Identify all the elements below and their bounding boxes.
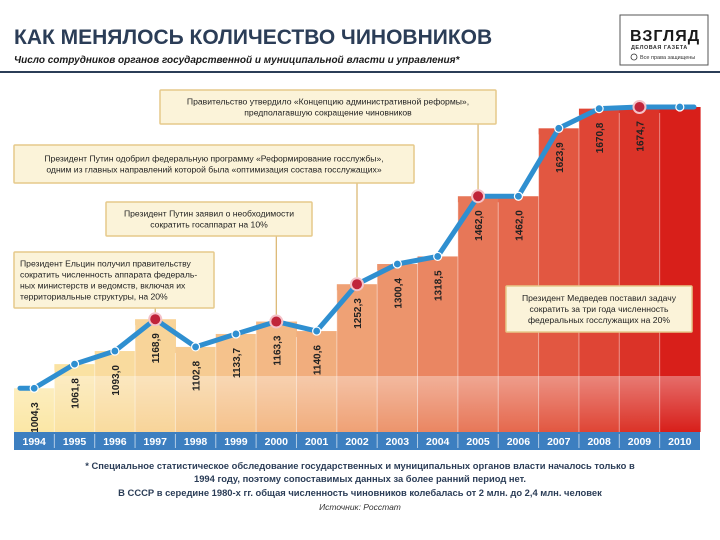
year-label-1996: 1996 — [103, 436, 127, 448]
annotation-putin-program: Президент Путин одобрил федеральную прог… — [13, 144, 415, 278]
year-label-2009: 2009 — [628, 436, 652, 448]
logo: ВЗГЛЯД ДЕЛОВАЯ ГАЗЕТА Все права защищены — [619, 14, 709, 66]
logo-frame — [619, 14, 709, 66]
point-1996 — [110, 346, 120, 356]
annotation-line: одним из главных направлений которой был… — [46, 165, 382, 175]
logo-tagline: Все права защищены — [640, 55, 695, 61]
value-label-2004: 1318,5 — [434, 270, 445, 301]
footnote: * Специальное статистическое обследовани… — [85, 460, 635, 512]
logo-name: ВЗГЛЯД — [630, 28, 700, 45]
year-label-2010: 2010 — [668, 436, 692, 448]
chart-subtitle: Число сотрудников органов государственно… — [14, 55, 461, 66]
year-label-1994: 1994 — [22, 436, 46, 448]
footnote-line-2: 1994 году, поэтому сопоставимых данных з… — [194, 473, 526, 484]
annotation-box — [13, 144, 415, 184]
trend-line — [17, 100, 697, 393]
year-label-1998: 1998 — [184, 436, 208, 448]
event-marker-2002 — [350, 277, 364, 292]
value-label-1996: 1093,0 — [111, 365, 122, 396]
year-label-2003: 2003 — [386, 436, 410, 448]
annotation-line: Президент Медведев поставил задачу — [522, 293, 677, 303]
year-label-2008: 2008 — [587, 436, 611, 448]
value-label-2003: 1300,4 — [393, 278, 404, 309]
point-2001 — [312, 326, 322, 336]
annotation-medvedev: Президент Медведев поставил задачусократ… — [505, 285, 693, 333]
annotation-line: ных министерств и ведомств, включая их — [20, 281, 186, 291]
event-marker-2009 — [632, 100, 647, 115]
point-2007 — [554, 123, 564, 133]
annotation-line: сократить численность аппарата федераль- — [20, 270, 197, 280]
annotation-line: сократить за три года численность — [530, 304, 669, 314]
annotation-box — [105, 201, 313, 237]
annotations: Правительство утвердило «Концепцию админ… — [13, 89, 693, 333]
value-labels: 1004,3 1061,8 1093,0 1168,9 1102,8 1133,7 1163… — [30, 121, 646, 433]
annotation-line: Правительство утвердило «Концепцию админ… — [187, 97, 469, 107]
annotation-gov: Правительство утвердило «Концепцию админ… — [159, 89, 497, 190]
annotation-line: сократить госаппарат на 10% — [150, 220, 268, 230]
value-label-2008: 1670,8 — [595, 122, 606, 153]
value-label-1994: 1004,3 — [30, 402, 41, 433]
point-2004 — [433, 251, 443, 262]
value-label-2005: 1462,0 — [474, 210, 485, 241]
annotation-line: Президент Путин заявил о необходимости — [124, 209, 294, 219]
chart-title: КАК МЕНЯЛОСЬ КОЛИЧЕСТВО ЧИНОВНИКОВ — [14, 26, 492, 49]
footnote-line-1: * Специальное статистическое обследовани… — [85, 460, 635, 471]
annotation-line: Президент Ельцин получил правительству — [20, 259, 191, 269]
event-marker-2000 — [269, 314, 284, 329]
value-label-2009: 1674,7 — [635, 121, 646, 152]
annotation-line: Президент Путин одобрил федеральную прог… — [44, 154, 383, 164]
point-2010 — [675, 102, 685, 112]
logo-subtitle: ДЕЛОВАЯ ГАЗЕТА — [631, 45, 688, 51]
annotation-line: предполагавшую сокращение чиновников — [244, 108, 412, 118]
annotation-putin-ten: Президент Путин заявил о необходимостисо… — [105, 201, 313, 315]
year-label-2007: 2007 — [547, 436, 571, 448]
value-label-2007: 1623,9 — [555, 142, 566, 173]
annotation-yeltsin: Президент Ельцин получил правительствусо… — [13, 251, 215, 313]
value-label-1997: 1168,9 — [151, 333, 162, 363]
annotation-line: федеральных госслужащих на 20% — [528, 315, 670, 325]
point-2008 — [594, 104, 604, 114]
year-label-1997: 1997 — [144, 436, 168, 448]
value-label-2000: 1163,3 — [272, 335, 283, 365]
bar-shade — [14, 376, 700, 432]
value-label-2002: 1252,3 — [353, 298, 364, 329]
copyright-icon — [630, 53, 638, 61]
point-2003 — [392, 259, 402, 269]
event-marker-2005 — [471, 189, 486, 204]
year-label-2005: 2005 — [466, 436, 490, 448]
point-1994 — [29, 383, 39, 393]
point-1998 — [190, 342, 201, 352]
annotation-box — [13, 251, 215, 309]
value-label-1995: 1061,8 — [71, 378, 82, 409]
annotation-line: территориальные структуры, на 20% — [20, 292, 168, 302]
year-strip: 1994 1995 1996 1997 1998 1999 2000 2001 2002 2003… — [14, 432, 700, 450]
year-label-2002: 2002 — [345, 436, 369, 448]
year-label-2006: 2006 — [507, 436, 531, 448]
value-label-2001: 1140,6 — [313, 345, 324, 375]
year-label-2001: 2001 — [305, 436, 329, 448]
value-label-2006: 1462,0 — [514, 210, 525, 241]
annotation-box — [159, 89, 497, 125]
point-1995 — [69, 359, 80, 369]
year-label-1995: 1995 — [63, 436, 87, 448]
event-marker-1997 — [148, 312, 163, 327]
point-2006 — [513, 191, 524, 201]
value-label-1999: 1133,7 — [232, 348, 243, 378]
footnote-line-3: В СССР в середине 1980-х гг. общая числе… — [118, 487, 602, 498]
annotation-box — [505, 285, 693, 333]
year-label-2000: 2000 — [265, 436, 289, 448]
point-1999 — [231, 329, 241, 339]
year-strip-bg — [14, 432, 700, 450]
value-label-1998: 1102,8 — [192, 360, 203, 390]
year-label-2004: 2004 — [426, 436, 450, 448]
year-label-1999: 1999 — [224, 436, 248, 448]
source-label: Источник: Росстат — [319, 502, 401, 512]
